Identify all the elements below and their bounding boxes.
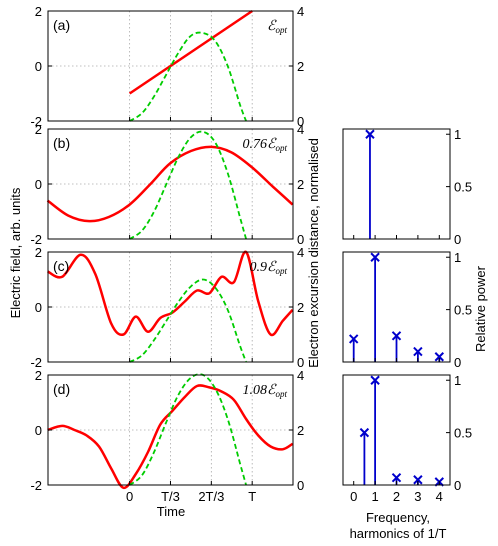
x-tick-label: T/3 [161,489,180,504]
left-tick-label: 0 [35,59,42,74]
electric-field-curve [128,9,253,95]
excursion-curve [129,278,247,363]
left-tick-label: 2 [35,368,42,383]
panel-label: (c) [53,258,69,274]
left-tick-label: 2 [35,4,42,19]
field-strength-annotation: 0.76ℰopt [243,137,288,153]
harmonic-marker [413,346,423,357]
panel-label: (d) [53,381,70,397]
electric-field-curve [46,145,294,223]
right-tick-label: 2 [297,59,304,74]
harmonic-marker [413,475,423,485]
x-tick-label: 2T/3 [198,489,224,504]
frequency-tick-label: 4 [436,489,443,504]
harmonic-marker [359,427,370,438]
time-panel: -2 0 2 0 2 4 0 T/3 2T/3 T (d) 1.08ℰopt [30,368,304,504]
field-strength-annotation: 1.08ℰopt [243,383,288,399]
field-strength-annotation: ℰopt [267,19,287,35]
right-tick-label: 4 [297,4,304,19]
left-tick-label: 0 [35,423,42,438]
power-tick-label: 0.5 [454,303,472,318]
electric-field-curve [47,384,294,490]
right-tick-label: 0 [297,114,304,129]
middle-ylabel: Electron excursion distance, normalised [306,138,321,368]
left-tick-label: 0 [35,177,42,192]
right-tick-label: 0 [297,355,304,370]
harmonic-marker [391,472,402,483]
time-panel: -2 0 2 0 2 4 (a) ℰopt [30,4,304,129]
harmonic-marker [370,375,380,385]
spectrum-frame [342,374,451,486]
left-tick-label: -2 [30,232,42,247]
frequency-tick-label: 3 [414,489,421,504]
excursion-curve [129,373,247,486]
left-tick-label: -2 [30,355,42,370]
time-panel: -2 0 2 0 2 4 (c) 0.9ℰopt [30,245,304,370]
harmonic-marker [434,352,445,362]
right-tick-label: 2 [297,423,304,438]
power-tick-label: 1 [454,250,461,265]
frequency-tick-label: 1 [371,489,378,504]
power-tick-label: 0.5 [454,426,472,441]
panel-label: (a) [53,17,70,33]
power-tick-label: 0 [454,355,461,370]
power-tick-label: 1 [454,373,461,388]
left-tick-label: 2 [35,122,42,137]
right-tick-label: 4 [297,122,304,137]
frequency-tick-label: 0 [350,489,357,504]
relative-power-ylabel: Relative power [473,265,488,352]
x-tick-label: 0 [126,489,133,504]
right-tick-label: 4 [297,245,304,260]
power-tick-label: 1 [454,127,461,142]
spectrum-frame [342,128,451,240]
frequency-xlabel: Frequency, [366,510,430,525]
spectrum-panel: 00.51 [342,127,472,247]
power-tick-label: 0.5 [454,180,472,195]
power-tick-label: 0 [454,478,461,493]
plot-area: -2 0 2 0 2 4 (a) ℰopt -2 0 2 0 2 4 (b) 0.76ℰopt -2 0 2 0 2 4 (… [30,4,472,504]
excursion-curve [129,31,247,122]
field-strength-annotation: 0.9ℰopt [250,260,288,276]
harmonic-marker [348,334,359,344]
panel-label: (b) [53,135,70,151]
time-panel: -2 0 2 0 2 4 (b) 0.76ℰopt [30,122,304,247]
time-xlabel: Time [157,504,185,519]
right-tick-label: 2 [297,177,304,192]
right-tick-label: 2 [297,300,304,315]
x-tick-label: T [248,489,256,504]
left-tick-label: -2 [30,114,42,129]
harmonic-marker [391,331,402,341]
spectrum-panel: 00.510 1 2 3 4 [342,373,472,504]
left-ylabel: Electric field, arb. units [8,187,23,318]
right-tick-label: 0 [297,478,304,493]
left-tick-label: -2 [30,478,42,493]
power-tick-label: 0 [454,232,461,247]
frequency-xlabel-line2: harmonics of 1/T [350,526,447,541]
harmonic-marker [370,252,380,262]
left-tick-label: 2 [35,245,42,260]
harmonic-marker [365,129,375,139]
electric-field-curve [46,250,294,337]
excursion-curve [129,130,247,240]
right-tick-label: 0 [297,232,304,247]
right-tick-label: 4 [297,368,304,383]
frequency-tick-label: 2 [393,489,400,504]
spectrum-panel: 00.51 [342,250,472,370]
left-tick-label: 0 [35,300,42,315]
